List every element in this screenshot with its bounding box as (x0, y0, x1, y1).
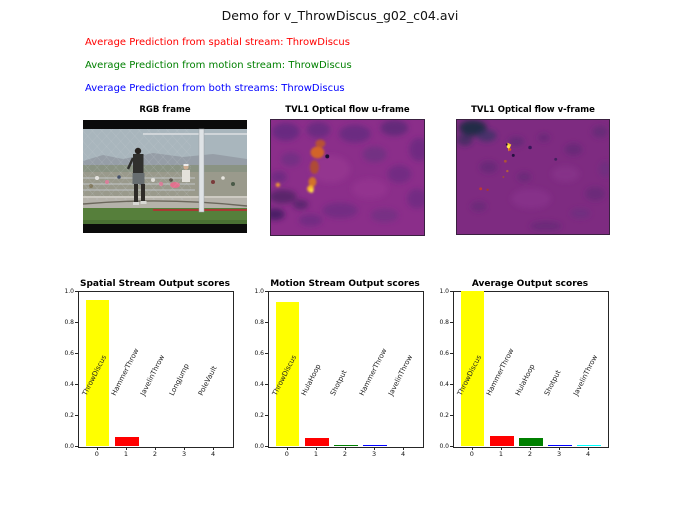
bar-HulaHoop (305, 438, 329, 446)
y-tick-label: 1.0 (64, 287, 74, 295)
bar-ThrowDiscus (86, 300, 110, 446)
chart-average: Average Output scores 0.0 0.2 0.4 0.6 0.8 1.0… (430, 276, 620, 471)
figure-title: Demo for v_ThrowDiscus_g02_c04.avi (221, 8, 459, 23)
y-tick-label: 0.4 (439, 380, 449, 388)
x-tick-label: 4 (586, 450, 591, 458)
y-tick-label: 0.6 (439, 349, 449, 357)
x-tick-mark (155, 447, 156, 450)
y-tick-mark (75, 415, 78, 416)
optical-flow-u-svg (271, 120, 424, 235)
bar-HammerThrow (115, 437, 139, 446)
optical-flow-u-image (270, 119, 425, 236)
optical-flow-v-image (456, 119, 610, 235)
chart-title-motion: Motion Stream Output scores (270, 279, 420, 289)
x-tick-label: 3 (371, 450, 377, 458)
y-tick-mark (450, 291, 453, 292)
y-tick-mark (450, 322, 453, 323)
x-tick-label: 2 (152, 450, 158, 458)
x-tick-mark (184, 447, 186, 450)
chart-title-average: Average Output scores (471, 279, 589, 289)
bar-Shotput (548, 445, 572, 446)
chart-motion-stream: Motion Stream Output scores 0.0 0.2 0.4 0.6… (245, 276, 435, 471)
x-tick-mark (125, 447, 127, 450)
chart-title-spatial: Spatial Stream Output scores (79, 279, 230, 289)
y-tick-mark (265, 384, 268, 385)
x-tick-mark (315, 447, 317, 450)
x-tick-label: 1 (123, 450, 128, 458)
y-tick-label: 1.0 (439, 287, 449, 295)
rgb-frame-title: RGB frame (139, 105, 191, 115)
bar-ThrowDiscus (276, 302, 300, 446)
x-tick-label: 0 (469, 450, 474, 458)
flow-v-frame-title: TVL1 Optical flow v-frame (471, 105, 595, 115)
prediction-motion-text: Average Prediction from motion stream: T… (85, 60, 352, 71)
y-tick-mark (265, 322, 268, 323)
bar-ThrowDiscus (461, 291, 485, 446)
x-tick-label: 1 (313, 450, 318, 458)
chart-spatial-stream: Spatial Stream Output scores 0.0 0.2 0.4 0.… (55, 276, 245, 471)
y-tick-label: 0.6 (64, 349, 74, 357)
y-tick-label: 0.6 (254, 349, 264, 357)
rgb-frame-image (83, 120, 247, 233)
y-tick-label: 0.2 (254, 411, 264, 419)
x-tick-mark (559, 447, 561, 450)
bar-Shotput (334, 445, 358, 446)
x-tick-label: 2 (527, 450, 533, 458)
x-tick-mark (500, 447, 502, 450)
y-tick-label: 0.8 (254, 318, 264, 326)
y-tick-label: 0.4 (64, 380, 74, 388)
y-tick-label: 0.0 (254, 442, 264, 450)
x-tick-mark (471, 447, 473, 450)
bar-HulaHoop (519, 438, 543, 446)
y-tick-label: 0.8 (64, 318, 74, 326)
x-tick-mark (286, 447, 288, 450)
y-tick-label: 0.2 (64, 411, 74, 419)
y-tick-mark (265, 353, 268, 354)
rgb-frame-svg (83, 120, 247, 233)
y-tick-label: 0.2 (439, 411, 449, 419)
x-tick-label: 0 (94, 450, 99, 458)
bar-JavelinThrow (577, 445, 601, 446)
bar-HammerThrow (363, 445, 387, 446)
x-tick-label: 1 (498, 450, 503, 458)
x-tick-mark (588, 447, 590, 450)
y-tick-mark (75, 322, 78, 323)
y-tick-mark (450, 446, 453, 447)
x-tick-mark (213, 447, 215, 450)
x-tick-label: 2 (342, 450, 348, 458)
y-tick-mark (75, 353, 78, 354)
y-tick-mark (450, 415, 453, 416)
y-tick-mark (75, 446, 78, 447)
y-tick-mark (265, 415, 268, 416)
x-tick-mark (96, 447, 98, 450)
y-tick-mark (75, 291, 78, 292)
y-tick-label: 0.0 (439, 442, 449, 450)
y-tick-mark (450, 384, 453, 385)
y-tick-label: 0.4 (254, 380, 264, 388)
y-tick-label: 1.0 (254, 287, 264, 295)
x-tick-label: 4 (401, 450, 406, 458)
y-tick-mark (450, 353, 453, 354)
y-tick-mark (265, 446, 268, 447)
y-tick-label: 0.8 (439, 318, 449, 326)
x-tick-label: 3 (556, 450, 562, 458)
x-tick-mark (345, 447, 346, 450)
bar-HammerThrow (490, 436, 514, 446)
prediction-spatial-text: Average Prediction from spatial stream: … (85, 37, 350, 48)
x-tick-label: 0 (284, 450, 289, 458)
optical-flow-v-svg (457, 120, 609, 234)
y-tick-mark (265, 291, 268, 292)
x-tick-mark (530, 447, 531, 450)
x-tick-label: 3 (181, 450, 187, 458)
flow-u-frame-title: TVL1 Optical flow u-frame (285, 105, 410, 115)
x-tick-label: 4 (211, 450, 216, 458)
y-tick-mark (75, 384, 78, 385)
x-tick-mark (403, 447, 405, 450)
prediction-both-text: Average Prediction from both streams: Th… (85, 83, 345, 94)
y-tick-label: 0.0 (64, 442, 74, 450)
x-tick-mark (374, 447, 376, 450)
